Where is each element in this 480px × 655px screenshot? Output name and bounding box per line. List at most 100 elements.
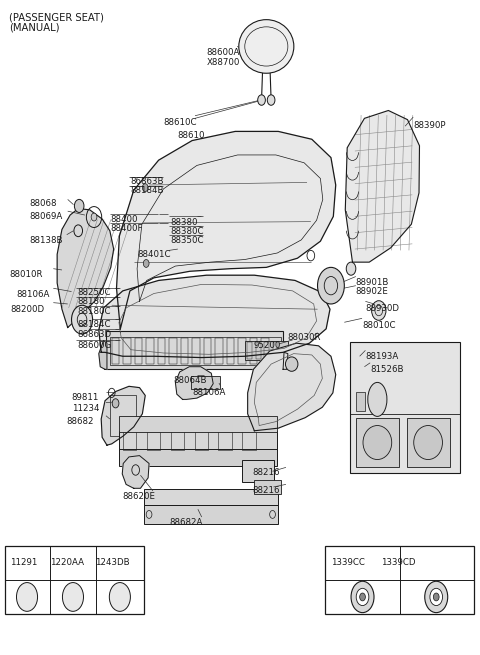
Bar bbox=[264, 342, 269, 359]
Circle shape bbox=[16, 582, 37, 611]
Polygon shape bbox=[57, 208, 114, 328]
Text: 88068: 88068 bbox=[29, 199, 57, 208]
Ellipse shape bbox=[368, 383, 387, 417]
Bar bbox=[106, 331, 283, 369]
Bar bbox=[110, 396, 136, 436]
Bar bbox=[112, 338, 120, 364]
Bar bbox=[261, 338, 269, 364]
Bar bbox=[120, 431, 277, 451]
Text: 86863D: 86863D bbox=[77, 330, 111, 339]
Text: 88200D: 88200D bbox=[10, 305, 44, 314]
Bar bbox=[146, 338, 154, 364]
Text: 88400: 88400 bbox=[111, 215, 138, 224]
Bar bbox=[407, 418, 450, 468]
Polygon shape bbox=[345, 111, 420, 262]
Circle shape bbox=[62, 582, 84, 611]
Text: 11234: 11234 bbox=[72, 404, 99, 413]
Circle shape bbox=[318, 267, 344, 304]
Text: 1339CC: 1339CC bbox=[331, 557, 365, 567]
Circle shape bbox=[433, 593, 439, 601]
Text: 88180: 88180 bbox=[77, 297, 105, 307]
Text: 88216: 88216 bbox=[252, 468, 280, 477]
Text: 88380C: 88380C bbox=[170, 227, 204, 236]
Text: 88138B: 88138B bbox=[29, 236, 63, 245]
Polygon shape bbox=[248, 343, 336, 431]
Text: 81526B: 81526B bbox=[370, 365, 404, 374]
Bar bbox=[256, 342, 261, 359]
Circle shape bbox=[72, 305, 93, 334]
Polygon shape bbox=[117, 132, 336, 329]
Ellipse shape bbox=[363, 426, 392, 460]
Text: 88380: 88380 bbox=[170, 217, 198, 227]
Text: 1339CD: 1339CD bbox=[381, 557, 416, 567]
Bar bbox=[250, 338, 257, 364]
Circle shape bbox=[425, 581, 448, 612]
Text: 88620E: 88620E bbox=[122, 492, 155, 501]
Bar bbox=[350, 342, 460, 473]
Circle shape bbox=[112, 399, 119, 408]
Bar bbox=[356, 392, 365, 411]
Polygon shape bbox=[99, 275, 330, 358]
Bar bbox=[356, 418, 399, 468]
Bar bbox=[4, 546, 144, 614]
Text: 88902E: 88902E bbox=[356, 287, 389, 296]
Text: 88400F: 88400F bbox=[111, 224, 143, 233]
Text: 88064B: 88064B bbox=[173, 376, 206, 385]
Circle shape bbox=[430, 588, 443, 606]
Text: (PASSENGER SEAT): (PASSENGER SEAT) bbox=[9, 12, 104, 22]
Circle shape bbox=[351, 581, 374, 612]
Ellipse shape bbox=[286, 357, 298, 371]
Circle shape bbox=[356, 588, 369, 606]
Polygon shape bbox=[99, 341, 107, 369]
Text: 1243DB: 1243DB bbox=[95, 557, 130, 567]
Circle shape bbox=[74, 199, 84, 212]
Bar bbox=[238, 338, 246, 364]
Text: 88610: 88610 bbox=[178, 132, 205, 140]
Text: 88010R: 88010R bbox=[9, 270, 43, 279]
Bar bbox=[120, 449, 277, 466]
Bar bbox=[204, 338, 211, 364]
Bar bbox=[242, 460, 274, 481]
Ellipse shape bbox=[372, 301, 386, 320]
Bar bbox=[254, 481, 281, 493]
Text: 88610C: 88610C bbox=[163, 119, 197, 127]
Bar bbox=[123, 338, 131, 364]
Polygon shape bbox=[101, 386, 145, 445]
Text: 88010C: 88010C bbox=[362, 321, 396, 330]
Circle shape bbox=[360, 593, 365, 601]
Bar bbox=[110, 337, 281, 365]
Bar bbox=[120, 416, 277, 432]
Circle shape bbox=[267, 95, 275, 105]
Bar bbox=[194, 431, 208, 451]
Bar bbox=[245, 341, 288, 360]
Bar bbox=[227, 338, 234, 364]
Bar bbox=[144, 489, 278, 505]
Text: 88193A: 88193A bbox=[365, 352, 399, 362]
Text: 88682: 88682 bbox=[67, 417, 94, 426]
Bar bbox=[273, 342, 278, 359]
Text: 88184C: 88184C bbox=[77, 320, 111, 329]
Text: 88216: 88216 bbox=[252, 485, 280, 495]
Text: 88030R: 88030R bbox=[288, 333, 322, 342]
Circle shape bbox=[144, 259, 149, 267]
Ellipse shape bbox=[414, 426, 443, 460]
Text: (MANUAL): (MANUAL) bbox=[9, 23, 60, 33]
Polygon shape bbox=[283, 352, 288, 369]
Circle shape bbox=[346, 262, 356, 275]
Text: 11291: 11291 bbox=[10, 557, 37, 567]
Text: 88600A: 88600A bbox=[206, 48, 240, 57]
Ellipse shape bbox=[239, 20, 294, 73]
Text: 88250C: 88250C bbox=[77, 288, 111, 297]
Circle shape bbox=[109, 582, 131, 611]
Text: 88901B: 88901B bbox=[356, 278, 389, 287]
Bar bbox=[135, 338, 143, 364]
Text: 88682A: 88682A bbox=[169, 518, 203, 527]
Text: X88700: X88700 bbox=[206, 58, 240, 67]
Polygon shape bbox=[122, 456, 149, 488]
Bar bbox=[325, 546, 474, 614]
Circle shape bbox=[258, 95, 265, 105]
Bar bbox=[191, 376, 220, 389]
Text: 88600G: 88600G bbox=[77, 341, 111, 350]
Text: 88390P: 88390P bbox=[413, 121, 446, 130]
Bar bbox=[192, 338, 200, 364]
